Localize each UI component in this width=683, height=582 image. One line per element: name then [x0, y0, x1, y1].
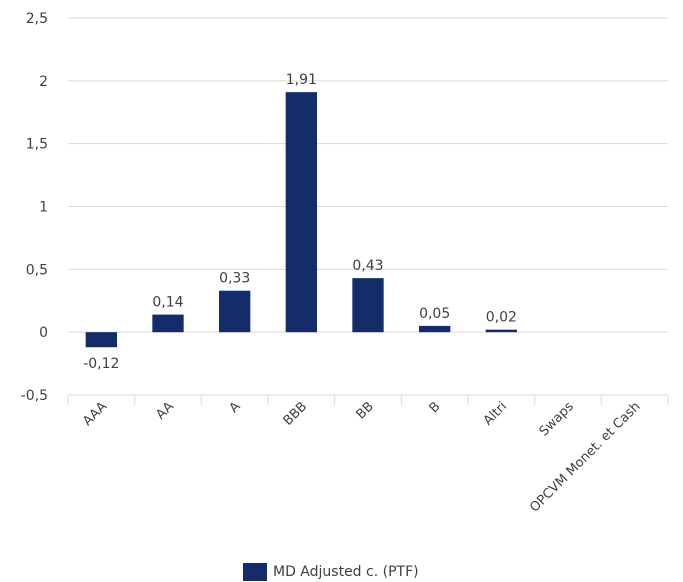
x-category-label: BB	[354, 399, 377, 422]
y-tick-label: -0,5	[21, 388, 48, 404]
x-category-label: A	[227, 399, 244, 416]
data-label: -0,12	[83, 356, 119, 372]
data-label: 0,33	[219, 271, 250, 287]
bar-altri	[485, 329, 517, 333]
y-axis-ticks: 2,5 2 1,5 1 0,5 0 -0,5	[21, 11, 48, 404]
data-label: 1,91	[286, 72, 317, 88]
data-label: 0,43	[352, 258, 383, 274]
legend: MD Adjusted c. (PTF)	[243, 563, 419, 581]
x-category-label: AAA	[80, 399, 110, 429]
y-tick-label: 1	[39, 200, 48, 216]
bar-a	[219, 290, 251, 333]
bars	[85, 92, 517, 348]
bar-aaa	[85, 332, 117, 348]
y-tick-label: 1,5	[26, 137, 48, 153]
bar-bbb	[285, 92, 317, 333]
y-tick-label: 2	[39, 74, 48, 90]
bar-bb	[352, 278, 384, 333]
legend-swatch	[243, 563, 267, 581]
data-labels: -0,12 0,14 0,33 1,91 0,43 0,05 0,02	[83, 72, 517, 372]
x-category-label: Altri	[481, 399, 510, 428]
x-category-label: AA	[153, 399, 177, 423]
y-tick-label: 0,5	[26, 262, 48, 278]
bar-b	[419, 325, 451, 333]
data-label: 0,14	[152, 295, 183, 311]
data-label: 0,02	[486, 310, 517, 326]
x-category-label: OPCVM Monet. et Cash	[527, 399, 643, 515]
y-tick-label: 2,5	[26, 11, 48, 27]
bar-aa	[152, 314, 184, 333]
x-axis	[67, 395, 669, 405]
x-category-label: BBB	[281, 399, 311, 429]
x-category-label: Swaps	[537, 399, 577, 439]
gridlines	[68, 17, 668, 396]
x-category-label: B	[427, 399, 444, 416]
y-tick-label: 0	[39, 325, 48, 341]
data-label: 0,05	[419, 306, 450, 322]
legend-label: MD Adjusted c. (PTF)	[273, 564, 419, 580]
bar-chart: 2,5 2 1,5 1 0,5 0 -0,5 -0,12 0,14 0,33 1,91 0,43 0,…	[21, 11, 669, 516]
